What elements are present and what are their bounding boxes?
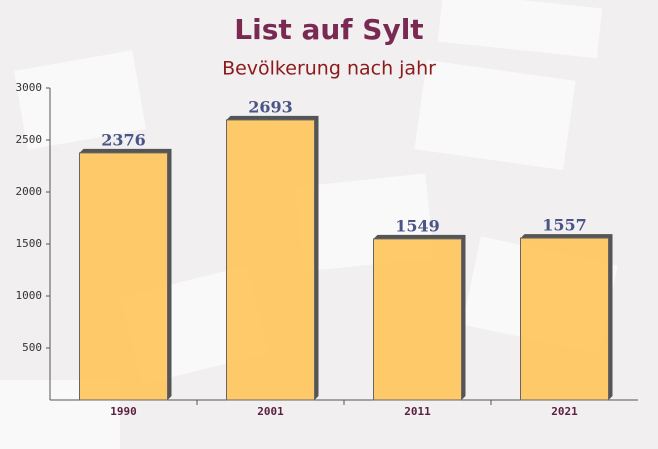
bar — [520, 237, 609, 401]
y-tick-label: 2500 — [16, 133, 43, 146]
value-label: 2693 — [248, 97, 293, 116]
y-tick-label: 500 — [22, 341, 42, 354]
x-tick-label: 2011 — [404, 405, 431, 418]
x-tick-label: 1990 — [110, 405, 137, 418]
bar — [226, 119, 315, 401]
bar — [373, 238, 462, 401]
value-label: 2376 — [101, 130, 146, 149]
x-tick-label: 2021 — [551, 405, 578, 418]
value-label: 1549 — [395, 216, 440, 235]
value-label: 1557 — [542, 216, 587, 235]
y-tick-label: 1500 — [16, 237, 43, 250]
chart-subtitle: Bevölkerung nach jahr — [222, 58, 436, 80]
y-tick-label: 1000 — [16, 289, 43, 302]
chart-title: List auf Sylt — [234, 13, 423, 46]
y-tick-label: 3000 — [16, 81, 43, 94]
y-tick-label: 2000 — [16, 185, 43, 198]
bar — [79, 152, 168, 401]
x-tick-label: 2001 — [257, 405, 284, 418]
